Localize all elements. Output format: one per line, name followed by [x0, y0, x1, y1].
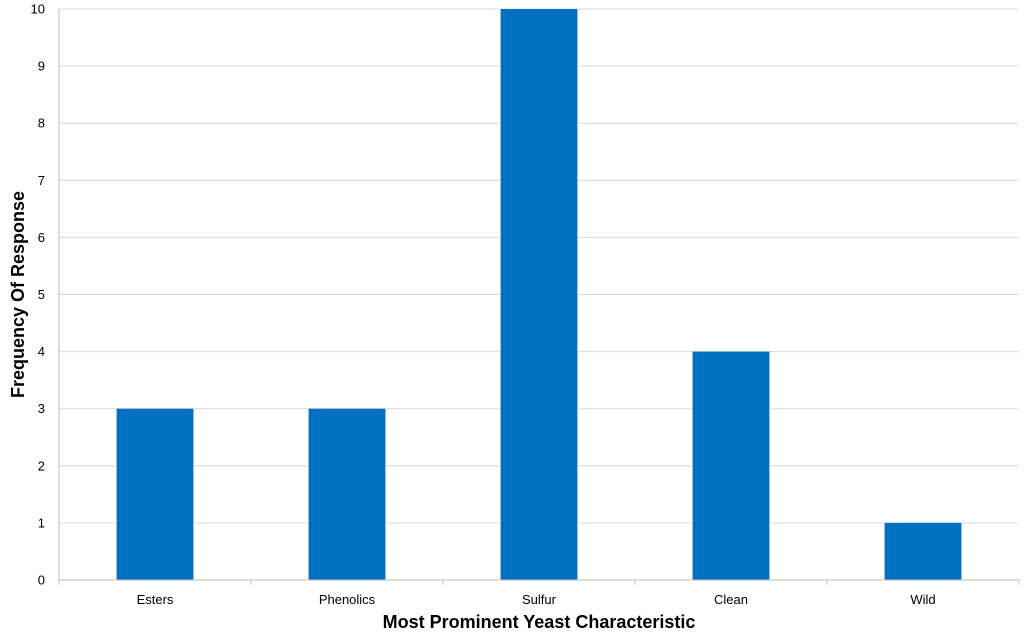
x-tick-label: Sulfur	[522, 592, 557, 607]
y-tick-label: 9	[38, 59, 45, 74]
x-tick-label: Wild	[910, 592, 935, 607]
bar	[500, 9, 578, 580]
bars	[116, 9, 962, 580]
y-tick-label: 2	[38, 458, 45, 473]
y-tick-label: 6	[38, 230, 45, 245]
y-axis-title: Frequency Of Response	[8, 191, 28, 398]
y-tick-label: 8	[38, 116, 45, 131]
y-tick-label: 7	[38, 173, 45, 188]
bar	[308, 408, 386, 580]
bar	[884, 522, 962, 580]
y-tick-labels: 0 1 2 3 4 5 6 7 8 9 10	[31, 2, 45, 588]
x-tick-label: Phenolics	[319, 592, 376, 607]
x-tick-label: Esters	[137, 592, 174, 607]
y-tick-label: 5	[38, 287, 45, 302]
bar	[692, 351, 770, 580]
x-tick-labels: Esters Phenolics Sulfur Clean Wild	[137, 592, 936, 607]
x-axis-title: Most Prominent Yeast Characteristic	[383, 612, 696, 632]
y-tick-label: 3	[38, 401, 45, 416]
y-tick-label: 4	[38, 344, 45, 359]
y-tick-label: 0	[38, 573, 45, 588]
y-tick-label: 1	[38, 515, 45, 530]
y-tick-label: 10	[31, 2, 45, 17]
x-tick-label: Clean	[714, 592, 748, 607]
bar	[116, 408, 194, 580]
axes	[58, 9, 1020, 585]
